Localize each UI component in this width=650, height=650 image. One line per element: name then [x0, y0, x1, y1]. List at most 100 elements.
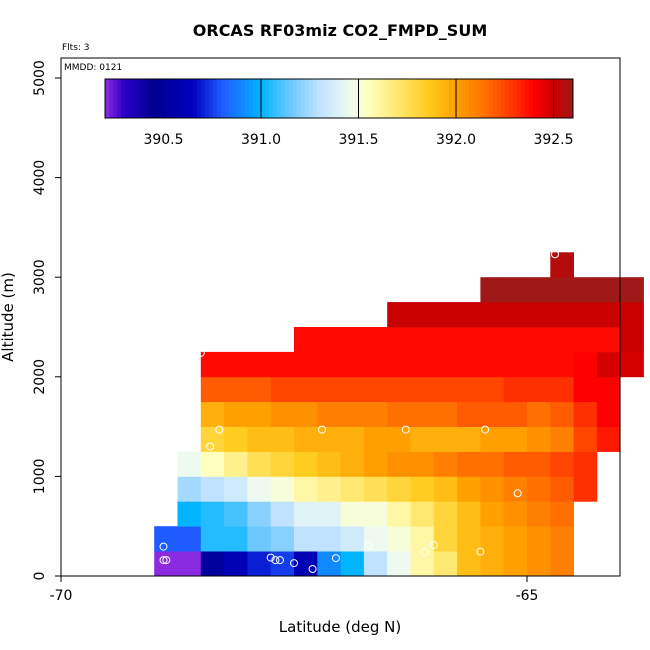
- heatmap-cell: [527, 451, 551, 477]
- colorbar-segment: [397, 79, 402, 118]
- heatmap-cell: [363, 401, 388, 427]
- colorbar-segment: [225, 79, 230, 118]
- heatmap-cell: [317, 426, 341, 452]
- sample-point: [331, 554, 340, 563]
- sample-point: [481, 425, 490, 434]
- heatmap-cell: [387, 351, 411, 378]
- y-tick-label: 1000: [32, 459, 48, 495]
- colorbar-segment: [209, 79, 214, 118]
- colorbar-tick-label: 392.0: [436, 132, 476, 148]
- heatmap-cell: [596, 426, 621, 452]
- colorbar-segment: [217, 79, 222, 118]
- heatmap-cell: [550, 426, 574, 452]
- colorbar-segment: [173, 79, 178, 118]
- heatmap-cell: [224, 501, 248, 527]
- heatmap-cell: [363, 327, 388, 353]
- heatmap-cell: [527, 426, 551, 452]
- heatmap-cells: [154, 252, 644, 577]
- heatmap-cell: [433, 526, 458, 552]
- heatmap-cell: [200, 451, 225, 477]
- sample-point: [308, 565, 317, 573]
- x-tick-label: -70: [50, 588, 73, 604]
- heatmap-cell: [387, 302, 411, 328]
- heatmap-cell: [410, 451, 435, 477]
- colorbar-segment: [237, 79, 242, 118]
- heatmap-cell: [294, 401, 318, 427]
- colorbar-segment: [545, 79, 550, 118]
- colorbar-segment: [561, 79, 566, 118]
- heatmap-cell: [177, 526, 202, 552]
- heatmap-cell: [317, 401, 341, 427]
- heatmap-cell: [200, 476, 225, 502]
- heatmap-cell: [457, 351, 481, 378]
- colorbar-segment: [449, 79, 454, 118]
- heatmap-cell: [340, 401, 365, 427]
- heatmap-cell: [550, 526, 574, 552]
- colorbar-segment: [109, 79, 114, 118]
- colorbar-segment: [137, 79, 142, 118]
- colorbar-segment: [477, 79, 482, 118]
- colorbar-segment: [369, 79, 374, 118]
- colorbar-segment: [185, 79, 190, 118]
- sample-point: [266, 553, 275, 562]
- heatmap-cell: [527, 351, 551, 378]
- heatmap-cell: [177, 501, 202, 527]
- heatmap-cell: [433, 376, 458, 403]
- heatmap-cell: [247, 401, 272, 427]
- sample-point: [476, 547, 485, 556]
- x-axis-label: Latitude (deg N): [279, 618, 401, 636]
- colorbar-segment: [381, 79, 386, 118]
- colorbar-segment: [457, 79, 462, 118]
- heatmap-cell: [317, 376, 341, 403]
- heatmap-cell: [247, 551, 272, 577]
- heatmap-cell: [550, 277, 574, 303]
- heatmap-cell: [527, 551, 551, 577]
- colorbar-segment: [117, 79, 122, 118]
- heatmap-cell: [503, 376, 528, 403]
- heatmap-cell: [387, 526, 411, 552]
- colorbar-segment: [281, 79, 286, 118]
- heatmap-cell: [294, 551, 318, 577]
- colorbar-segment: [153, 79, 158, 118]
- heatmap-cell: [480, 551, 505, 577]
- colorbar-segment: [245, 79, 250, 118]
- colorbar-segment: [385, 79, 390, 118]
- colorbar-segment: [517, 79, 522, 118]
- y-tick-label: 2000: [32, 359, 48, 395]
- heatmap-cell: [410, 476, 435, 502]
- heatmap-cell: [573, 277, 598, 303]
- heatmap-cell: [177, 551, 202, 577]
- heatmap-cell: [363, 551, 388, 577]
- colorbar-segment: [241, 79, 246, 118]
- colorbar-segment: [433, 79, 438, 118]
- colorbar-segment: [505, 79, 510, 118]
- heatmap-cell: [270, 451, 295, 477]
- heatmap-cell: [410, 526, 435, 552]
- heatmap-cell: [387, 476, 411, 502]
- heatmap-cell: [457, 376, 481, 403]
- heatmap-cell: [503, 302, 528, 328]
- colorbar-segment: [341, 79, 346, 118]
- heatmap-cell: [480, 327, 505, 353]
- colorbar-segment: [533, 79, 538, 118]
- colorbar-segment: [485, 79, 490, 118]
- heatmap-cell: [363, 376, 388, 403]
- heatmap-cell: [573, 476, 598, 502]
- colorbar-segment: [509, 79, 514, 118]
- colorbar-segment: [253, 79, 258, 118]
- colorbar-segment: [205, 79, 210, 118]
- colorbar-segment: [469, 79, 474, 118]
- heatmap-cell: [503, 476, 528, 502]
- colorbar-segment: [569, 79, 574, 118]
- heatmap-cell: [294, 501, 318, 527]
- heatmap-cell: [387, 451, 411, 477]
- sample-point: [318, 425, 326, 434]
- heatmap-cell: [527, 277, 551, 303]
- heatmap-cell: [224, 526, 248, 552]
- colorbar-tick-label: 391.5: [338, 132, 378, 148]
- colorbar-segment: [553, 79, 558, 118]
- heatmap-cell: [154, 526, 178, 552]
- heatmap-cell: [270, 551, 295, 577]
- heatmap-cell: [596, 277, 621, 303]
- heatmap-cell: [573, 327, 598, 353]
